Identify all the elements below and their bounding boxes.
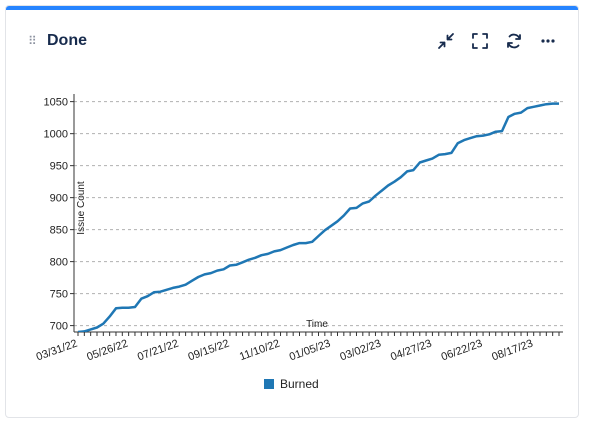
y-tick-label: 950 bbox=[50, 161, 68, 173]
y-tick-label: 1050 bbox=[44, 97, 68, 109]
x-tick-label: 04/27/23 bbox=[389, 338, 433, 364]
chart-legend[interactable]: Burned bbox=[264, 377, 319, 391]
x-tick-label: 01/05/23 bbox=[288, 338, 332, 364]
x-tick-label: 05/26/22 bbox=[85, 338, 129, 364]
x-tick-label: 03/31/22 bbox=[35, 338, 79, 364]
x-axis-label: Time bbox=[306, 319, 328, 330]
y-axis-label: Issue Count bbox=[76, 181, 87, 235]
series-line-burned bbox=[77, 102, 559, 332]
y-tick-label: 800 bbox=[50, 257, 68, 269]
legend-label-burned: Burned bbox=[280, 377, 319, 391]
collapse-arrows-icon[interactable] bbox=[436, 31, 456, 51]
legend-swatch-burned bbox=[264, 379, 274, 389]
x-tick-label: 03/02/23 bbox=[338, 338, 382, 364]
widget-accent-bar bbox=[6, 6, 578, 10]
widget-title: Done bbox=[47, 32, 87, 49]
drag-handle-icon[interactable]: ⠿ bbox=[28, 34, 37, 48]
y-tick-label: 750 bbox=[50, 289, 68, 301]
refresh-icon[interactable] bbox=[504, 31, 524, 51]
x-tick-label: 11/10/22 bbox=[238, 338, 282, 364]
y-tick-label: 850 bbox=[50, 225, 68, 237]
y-axis-ticks: 700 750 800 850 900 950 1000 1050 bbox=[44, 97, 74, 333]
expand-icon[interactable] bbox=[470, 31, 490, 51]
widget-actions bbox=[436, 30, 558, 52]
x-axis-ticks: 03/31/22 05/26/22 07/21/22 09/15/22 11/10/22… bbox=[35, 332, 560, 364]
y-tick-label: 900 bbox=[50, 193, 68, 205]
x-tick-label: 07/21/22 bbox=[136, 338, 180, 364]
burnup-line-chart: 700 750 800 850 900 950 1000 1050 03/31/22 05/26… bbox=[35, 94, 563, 364]
x-tick-label: 09/15/22 bbox=[187, 338, 231, 364]
x-tick-label: 06/22/23 bbox=[440, 338, 484, 364]
more-icon[interactable] bbox=[538, 31, 558, 51]
y-tick-label: 1000 bbox=[44, 129, 68, 141]
y-tick-label: 700 bbox=[50, 321, 68, 333]
widget-header: ⠿ Done bbox=[6, 30, 578, 60]
dashboard-widget-card: ⠿ Done bbox=[5, 5, 579, 418]
x-tick-label: 08/17/23 bbox=[490, 338, 534, 364]
